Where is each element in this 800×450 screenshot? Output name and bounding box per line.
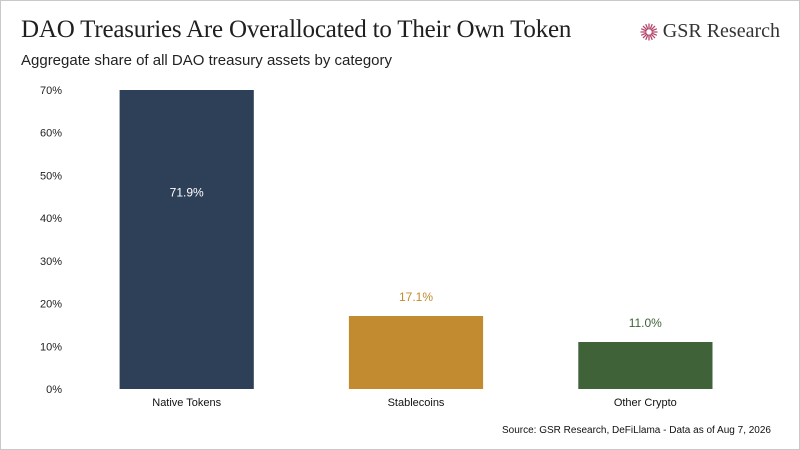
y-axis: 0% 10% 20% 30% 40% 50% 60% 70%	[40, 85, 62, 396]
chart-subtitle: Aggregate share of all DAO treasury asse…	[21, 52, 393, 69]
sunburst-ray	[649, 23, 653, 30]
chart-title: DAO Treasuries Are Overallocated to Thei…	[21, 16, 572, 43]
sunburst-ray	[650, 25, 656, 30]
sunburst-ray	[645, 23, 649, 30]
y-tick-label: 10%	[40, 341, 62, 353]
bar	[578, 342, 713, 389]
sunburst-ray	[645, 33, 649, 40]
sunburst-ray	[640, 27, 647, 31]
y-tick-label: 0%	[46, 384, 62, 396]
y-tick-label: 60%	[40, 128, 62, 140]
y-tick-label: 20%	[40, 299, 62, 311]
sunburst-ray	[642, 33, 648, 38]
y-tick-label: 70%	[40, 85, 62, 97]
brand-logo: GSR Research	[640, 20, 780, 43]
bar-series: 71.9% 17.1% 11.0%	[119, 90, 713, 389]
gsr-sunburst-icon	[640, 22, 658, 41]
bar	[119, 90, 254, 389]
sunburst-ray	[650, 33, 656, 38]
source-note: Source: GSR Research, DeFiLlama - Data a…	[501, 425, 771, 436]
data-label: 11.0%	[629, 316, 662, 330]
sunburst-ray	[651, 27, 657, 31]
sunburst-ray	[649, 33, 653, 40]
brand-name: GSR Research	[662, 20, 780, 42]
x-category-label: Stablecoins	[388, 397, 445, 409]
y-tick-label: 40%	[40, 213, 62, 225]
y-tick-label: 50%	[40, 170, 62, 182]
sunburst-ray	[640, 32, 647, 36]
x-category-label: Other Crypto	[614, 397, 677, 409]
sunburst-ray	[651, 32, 657, 36]
bar	[348, 316, 484, 389]
y-tick-label: 30%	[40, 256, 62, 268]
x-category-label: Native Tokens	[152, 397, 221, 409]
data-label: 17.1%	[399, 290, 433, 304]
sunburst-ray	[642, 25, 648, 30]
x-axis: Native Tokens Stablecoins Other Crypto	[152, 397, 677, 409]
data-label: 71.9%	[170, 186, 204, 200]
